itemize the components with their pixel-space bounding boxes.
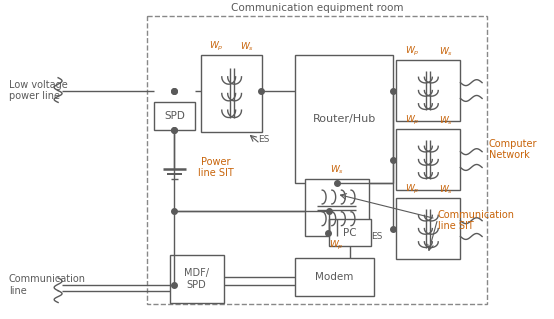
Text: $W_p$: $W_p$ xyxy=(405,45,419,58)
Text: $W_s$: $W_s$ xyxy=(439,46,453,58)
Text: Communication equipment room: Communication equipment room xyxy=(230,3,403,13)
Bar xyxy=(396,198,460,259)
Text: Low voltage
power line: Low voltage power line xyxy=(9,80,68,101)
Text: Computer
Network: Computer Network xyxy=(489,139,537,160)
Text: ES: ES xyxy=(258,135,270,144)
Text: Power
line SIT: Power line SIT xyxy=(198,157,234,178)
Text: $W_s$: $W_s$ xyxy=(439,183,453,196)
Text: MDF/
SPD: MDF/ SPD xyxy=(184,268,209,290)
Text: SPD: SPD xyxy=(164,111,185,121)
Text: Communication
line SIT: Communication line SIT xyxy=(438,210,515,232)
Text: $W_p$: $W_p$ xyxy=(329,238,344,252)
Text: ES: ES xyxy=(371,232,382,241)
Bar xyxy=(201,55,262,132)
Bar xyxy=(154,102,195,130)
Bar xyxy=(396,60,460,121)
Text: $W_s$: $W_s$ xyxy=(439,115,453,127)
Bar xyxy=(329,219,371,246)
Text: $W_s$: $W_s$ xyxy=(240,41,254,53)
Bar xyxy=(396,129,460,190)
Bar xyxy=(295,55,393,183)
Bar xyxy=(305,179,369,236)
Bar xyxy=(147,16,487,303)
Bar xyxy=(295,258,373,296)
Text: Modem: Modem xyxy=(315,272,353,282)
Text: Communication
line: Communication line xyxy=(9,274,86,296)
Text: $W_p$: $W_p$ xyxy=(405,114,419,127)
Text: Router/Hub: Router/Hub xyxy=(312,114,376,124)
Text: $W_p$: $W_p$ xyxy=(405,183,419,196)
Bar xyxy=(170,255,224,302)
Text: $W_p$: $W_p$ xyxy=(208,40,223,53)
Text: $W_s$: $W_s$ xyxy=(330,164,343,176)
Text: PC: PC xyxy=(343,227,357,238)
